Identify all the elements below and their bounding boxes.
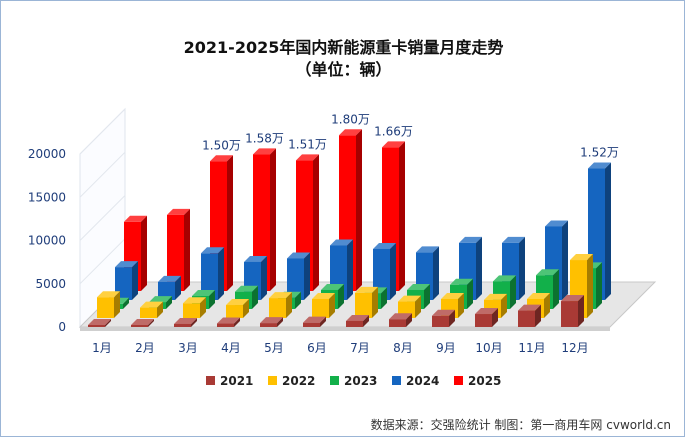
gridline <box>79 195 126 241</box>
legend-item-2025: 2025 <box>454 374 501 388</box>
bar-2024-2 <box>158 275 181 300</box>
bar-2021-1 <box>88 319 111 327</box>
legend-item-2021: 2021 <box>206 374 253 388</box>
legend-label: 2025 <box>468 374 501 388</box>
legend-swatch <box>268 376 277 385</box>
x-tick-label-5: 5月 <box>264 341 284 355</box>
bar-2024-3 <box>201 247 224 300</box>
legend-item-2023: 2023 <box>330 374 377 388</box>
x-tick-label-6: 6月 <box>307 341 327 355</box>
bar-2021-7 <box>346 314 369 327</box>
value-label-2025-7: 1.66万 <box>374 124 413 138</box>
legend-item-2022: 2022 <box>268 374 315 388</box>
y-tick-label-4: 20000 <box>28 147 66 161</box>
y-tick-label-1: 5000 <box>35 277 66 291</box>
chart-floor-edge <box>80 327 610 331</box>
legend-swatch <box>206 376 215 385</box>
x-tick-label-7: 7月 <box>350 341 370 355</box>
bar-2021-6 <box>303 316 326 327</box>
legend-label: 2024 <box>406 374 439 388</box>
gridline <box>79 238 126 285</box>
gridline <box>79 108 126 155</box>
legend-swatch <box>330 376 339 385</box>
bar-2021-9 <box>432 309 455 327</box>
x-tick-label-1: 1月 <box>92 341 112 355</box>
x-tick-label-2: 2月 <box>135 341 155 355</box>
x-tick-label-11: 11月 <box>518 341 545 355</box>
x-tick-label-3: 3月 <box>178 341 198 355</box>
x-tick-label-10: 10月 <box>475 341 502 355</box>
bar-2021-10 <box>475 308 498 327</box>
bar-2022-5 <box>269 292 292 318</box>
bar-2022-7 <box>355 286 378 318</box>
value-label-2025-4: 1.58万 <box>245 131 284 145</box>
bar-2022-2 <box>140 301 163 318</box>
bar-2021-8 <box>389 313 412 327</box>
bar-2021-11 <box>518 304 541 327</box>
bar-2021-3 <box>174 317 197 327</box>
bar-2022-3 <box>183 297 206 318</box>
legend-label: 2021 <box>220 374 253 388</box>
value-label-2025-5: 1.51万 <box>288 137 327 151</box>
value-label-2024-12: 1.52万 <box>580 146 619 160</box>
bar-2021-5 <box>260 317 283 327</box>
bar-2024-5 <box>287 252 310 300</box>
legend-item-2024: 2024 <box>392 374 439 388</box>
x-tick-label-12: 12月 <box>561 341 588 355</box>
legend-swatch <box>392 376 401 385</box>
chart-title: 2021-2025年国内新能源重卡销量月度走势 <box>183 38 504 57</box>
chart-subtitle: （单位：辆） <box>295 60 392 79</box>
value-label-2025-3: 1.50万 <box>202 138 241 152</box>
gridline <box>79 151 126 198</box>
legend-label: 2023 <box>344 374 377 388</box>
data-source: 数据来源：交强险统计 制图：第一商用车网 cvworld.cn <box>370 418 671 432</box>
bar-2022-1 <box>97 291 120 318</box>
x-tick-label-8: 8月 <box>393 341 413 355</box>
bar-2022-6 <box>312 292 335 318</box>
x-tick-label-4: 4月 <box>221 341 241 355</box>
legend-swatch <box>454 376 463 385</box>
y-tick-label-2: 10000 <box>28 234 66 248</box>
x-tick-label-9: 9月 <box>436 341 456 355</box>
y-tick-label-3: 15000 <box>28 190 66 204</box>
bar-2021-12 <box>561 295 584 327</box>
y-tick-label-0: 0 <box>58 320 66 334</box>
bar-2022-4 <box>226 299 249 318</box>
legend-label: 2022 <box>282 374 315 388</box>
bar-2021-4 <box>217 317 240 327</box>
bar-2025-2 <box>167 208 190 291</box>
value-label-2025-6: 1.80万 <box>331 112 370 126</box>
bar-2021-2 <box>131 319 154 327</box>
